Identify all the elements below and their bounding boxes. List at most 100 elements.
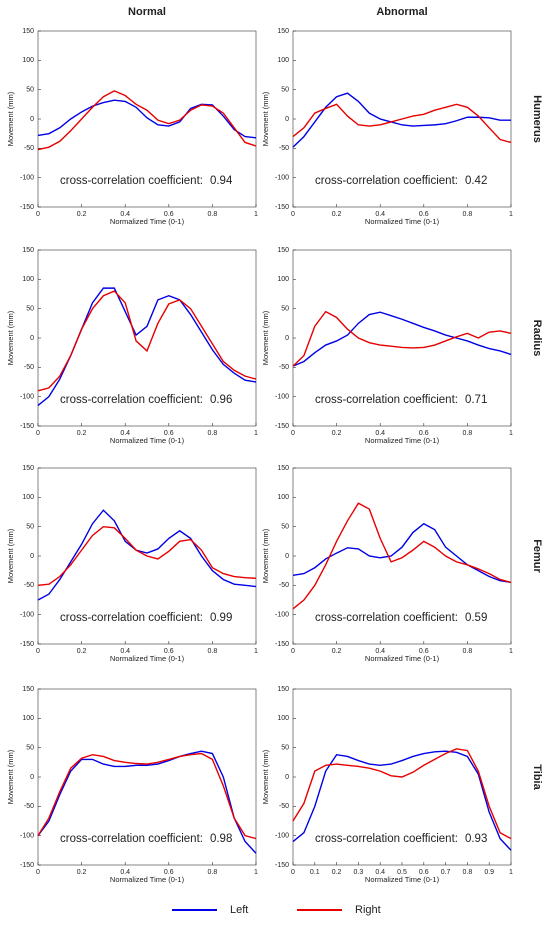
coefficient: 0.42 xyxy=(465,175,487,187)
x-tick-label: 0 xyxy=(291,648,295,655)
x-axis-label: Normalized Time (0-1) xyxy=(110,436,185,445)
x-tick-label: 0.4 xyxy=(120,430,130,437)
y-tick-label: 50 xyxy=(281,524,289,531)
y-tick-label: -100 xyxy=(20,175,34,182)
annotation: cross-correlation coefficient: 0.93 xyxy=(315,833,487,845)
coefficient: 0.59 xyxy=(465,612,487,624)
x-axis-label: Normalized Time (0-1) xyxy=(365,875,440,884)
annotation-text: cross-correlation coefficient: xyxy=(60,833,203,845)
x-tick-label: 1 xyxy=(254,430,258,437)
y-tick-label: 150 xyxy=(22,28,34,35)
x-tick-label: 0.3 xyxy=(354,869,364,876)
y-tick-label: -150 xyxy=(275,423,289,430)
x-tick-label: 0.2 xyxy=(77,430,87,437)
y-tick-label: -100 xyxy=(275,175,289,182)
x-tick-label: 0.9 xyxy=(484,869,494,876)
x-tick-label: 1 xyxy=(509,211,513,218)
annotation-text: cross-correlation coefficient: xyxy=(60,175,203,187)
y-tick-label: 150 xyxy=(22,465,34,472)
x-tick-label: 0 xyxy=(36,211,40,218)
column-title: Abnormal xyxy=(376,6,427,18)
x-tick-label: 0 xyxy=(36,869,40,876)
x-axis-label: Normalized Time (0-1) xyxy=(110,217,185,226)
y-tick-label: 0 xyxy=(285,335,289,342)
y-tick-label: -50 xyxy=(24,364,34,371)
y-tick-label: 100 xyxy=(277,715,289,722)
y-tick-label: 0 xyxy=(30,774,34,781)
x-tick-label: 0.6 xyxy=(419,430,429,437)
y-tick-label: 50 xyxy=(26,87,34,94)
series-line xyxy=(37,750,257,854)
x-tick-label: 0.1 xyxy=(310,869,320,876)
y-tick-label: 100 xyxy=(277,57,289,64)
annotation: cross-correlation coefficient: 0.99 xyxy=(60,612,232,624)
annotation-text: cross-correlation coefficient: xyxy=(315,394,458,406)
y-tick-label: 0 xyxy=(285,774,289,781)
series-line xyxy=(37,99,257,139)
y-axis-label: Movement (mm) xyxy=(6,528,15,583)
y-tick-label: -50 xyxy=(279,803,289,810)
y-tick-label: -50 xyxy=(24,145,34,152)
x-tick-label: 1 xyxy=(509,430,513,437)
x-tick-label: 0.6 xyxy=(164,648,174,655)
x-axis-label: Normalized Time (0-1) xyxy=(365,217,440,226)
coefficient: 0.93 xyxy=(465,833,487,845)
annotation: cross-correlation coefficient: 0.94 xyxy=(60,175,233,187)
y-tick-label: 0 xyxy=(285,553,289,560)
x-tick-label: 1 xyxy=(254,211,258,218)
annotation-text: cross-correlation coefficient: xyxy=(315,175,458,187)
coefficient: 0.99 xyxy=(210,612,232,624)
series-line xyxy=(37,509,257,601)
series-line xyxy=(37,752,257,840)
annotation-text: cross-correlation coefficient: xyxy=(315,612,458,624)
x-tick-label: 0.6 xyxy=(419,869,429,876)
series-line xyxy=(292,750,512,851)
x-tick-label: 0.4 xyxy=(375,430,385,437)
x-tick-label: 0.6 xyxy=(164,211,174,218)
y-tick-label: 50 xyxy=(26,745,34,752)
y-tick-label: -50 xyxy=(279,364,289,371)
annotation: cross-correlation coefficient: 0.71 xyxy=(315,394,487,406)
x-tick-label: 0.2 xyxy=(332,648,342,655)
x-tick-label: 0.8 xyxy=(208,211,218,218)
coefficient: 0.94 xyxy=(210,175,233,187)
y-tick-label: 100 xyxy=(277,494,289,501)
row-title: Femur xyxy=(531,539,543,573)
y-tick-label: 150 xyxy=(277,28,289,35)
y-tick-label: 150 xyxy=(22,247,34,254)
x-tick-label: 0.8 xyxy=(208,648,218,655)
y-axis-label: Movement (mm) xyxy=(6,749,15,804)
y-tick-label: -50 xyxy=(279,145,289,152)
y-tick-label: -100 xyxy=(20,394,34,401)
y-tick-label: 100 xyxy=(22,715,34,722)
x-tick-label: 0.4 xyxy=(375,211,385,218)
y-tick-label: -50 xyxy=(279,582,289,589)
row-title: Tibia xyxy=(531,764,543,790)
y-tick-label: -100 xyxy=(20,833,34,840)
y-tick-label: -50 xyxy=(24,803,34,810)
y-tick-label: 50 xyxy=(281,306,289,313)
series-line xyxy=(292,748,512,840)
legend-label: Right xyxy=(355,904,381,916)
series-line xyxy=(37,90,257,151)
coefficient: 0.96 xyxy=(210,394,232,406)
y-axis-label: Movement (mm) xyxy=(261,528,270,583)
y-tick-label: 50 xyxy=(26,524,34,531)
x-tick-label: 0.2 xyxy=(332,869,342,876)
y-tick-label: 0 xyxy=(30,116,34,123)
coefficient: 0.71 xyxy=(465,394,487,406)
y-tick-label: 0 xyxy=(30,335,34,342)
series-line xyxy=(292,310,512,367)
x-axis-label: Normalized Time (0-1) xyxy=(365,436,440,445)
y-tick-label: -100 xyxy=(275,394,289,401)
legend-label: Left xyxy=(230,904,248,916)
x-tick-label: 0 xyxy=(291,211,295,218)
y-tick-label: -150 xyxy=(275,204,289,211)
y-tick-label: 50 xyxy=(281,745,289,752)
y-tick-label: 150 xyxy=(22,686,34,693)
y-tick-label: 100 xyxy=(22,57,34,64)
x-tick-label: 0.2 xyxy=(77,211,87,218)
y-tick-label: -50 xyxy=(24,582,34,589)
x-tick-label: 0.8 xyxy=(463,430,473,437)
y-tick-label: -150 xyxy=(20,423,34,430)
